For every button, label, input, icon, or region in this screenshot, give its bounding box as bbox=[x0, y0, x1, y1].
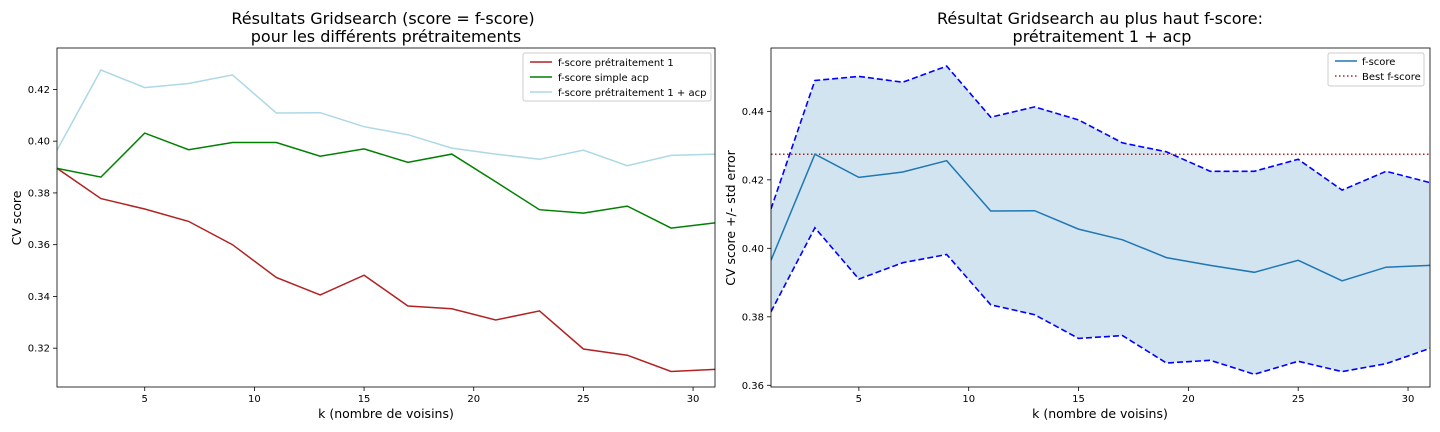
series-layer bbox=[57, 69, 715, 373]
axes-frame bbox=[770, 47, 1431, 388]
series-line-f-score-pretraitement-1-acp bbox=[57, 69, 715, 167]
legend-label-f-score: f-score bbox=[1362, 57, 1395, 68]
series-layer bbox=[771, 65, 1430, 376]
legend-label-best-f-score: Best f-score bbox=[1362, 72, 1421, 83]
y-tick-label: 0.38 bbox=[28, 188, 50, 199]
x-tick-label: 25 bbox=[1292, 394, 1305, 405]
y-tick-label: 0.38 bbox=[742, 312, 764, 323]
x-tick-label: 25 bbox=[577, 394, 590, 405]
chart-right-xlabel: k (nombre de voisins) bbox=[1032, 406, 1168, 421]
chart-right-ylabel: CV score +/- std error bbox=[723, 149, 738, 285]
upper-std-line bbox=[771, 65, 1430, 210]
x-tick-label: 30 bbox=[1402, 394, 1415, 405]
lower-std-line bbox=[771, 226, 1430, 376]
series-line-f-score-pretraitement-1 bbox=[57, 167, 715, 373]
chart-left-title: Résultats Gridsearch (score = f-score) bbox=[231, 9, 534, 28]
chart-left-ylabel: CV score bbox=[9, 190, 24, 245]
x-tick-label: 20 bbox=[1182, 394, 1195, 405]
x-tick-label: 20 bbox=[467, 394, 480, 405]
y-tick-label: 0.36 bbox=[742, 381, 764, 392]
x-tick-label: 15 bbox=[358, 394, 371, 405]
chart-left-legend: f-score prétraitement 1 f-score simple a… bbox=[522, 52, 712, 102]
chart-left-subtitle: pour les différents prétraitements bbox=[251, 27, 521, 46]
x-tick-label: 15 bbox=[1072, 394, 1085, 405]
x-tick-label: 5 bbox=[856, 394, 862, 405]
legend-label-pretraitement-1-acp: f-score prétraitement 1 + acp bbox=[558, 87, 706, 99]
chart-left: Résultats Gridsearch (score = f-score) p… bbox=[9, 9, 716, 421]
legend-label-simple-acp: f-score simple acp bbox=[558, 73, 649, 84]
y-tick-label: 0.40 bbox=[28, 137, 50, 148]
chart-right-subtitle: prétraitement 1 + acp bbox=[1013, 27, 1192, 46]
x-tick-label: 10 bbox=[248, 394, 261, 405]
axes-frame bbox=[56, 47, 716, 388]
series-line-f-score-simple-acp bbox=[57, 132, 715, 229]
chart-right-plot-area: 5 10 15 20 25 30 0.36 0.38 0.40 0.42 0.44 bbox=[742, 47, 1431, 405]
x-tick-label: 30 bbox=[687, 394, 700, 405]
y-tick-label: 0.42 bbox=[742, 175, 764, 186]
chart-right-legend: f-score Best f-score bbox=[1327, 52, 1425, 87]
y-tick-label: 0.40 bbox=[742, 244, 764, 255]
chart-left-xlabel: k (nombre de voisins) bbox=[318, 406, 454, 421]
y-tick-label: 0.32 bbox=[28, 344, 50, 355]
legend-frame bbox=[522, 52, 712, 102]
x-tick-label: 10 bbox=[962, 394, 975, 405]
legend-label-pretraitement-1: f-score prétraitement 1 bbox=[558, 57, 674, 69]
x-tick-label: 5 bbox=[142, 394, 148, 405]
y-tick-label: 0.44 bbox=[742, 107, 764, 118]
series-line-f-score bbox=[771, 153, 1430, 282]
y-tick-label: 0.36 bbox=[28, 240, 50, 251]
std-error-band bbox=[771, 66, 1430, 375]
y-tick-label: 0.42 bbox=[28, 85, 50, 96]
y-tick-label: 0.34 bbox=[28, 292, 50, 303]
chart-left-plot-area: 5 10 15 20 25 30 0.32 0.34 0.36 0.38 0.40 0.42 bbox=[28, 47, 716, 405]
chart-right: Résultat Gridsearch au plus haut f-score… bbox=[723, 9, 1431, 421]
chart-right-title: Résultat Gridsearch au plus haut f-score… bbox=[937, 9, 1263, 28]
